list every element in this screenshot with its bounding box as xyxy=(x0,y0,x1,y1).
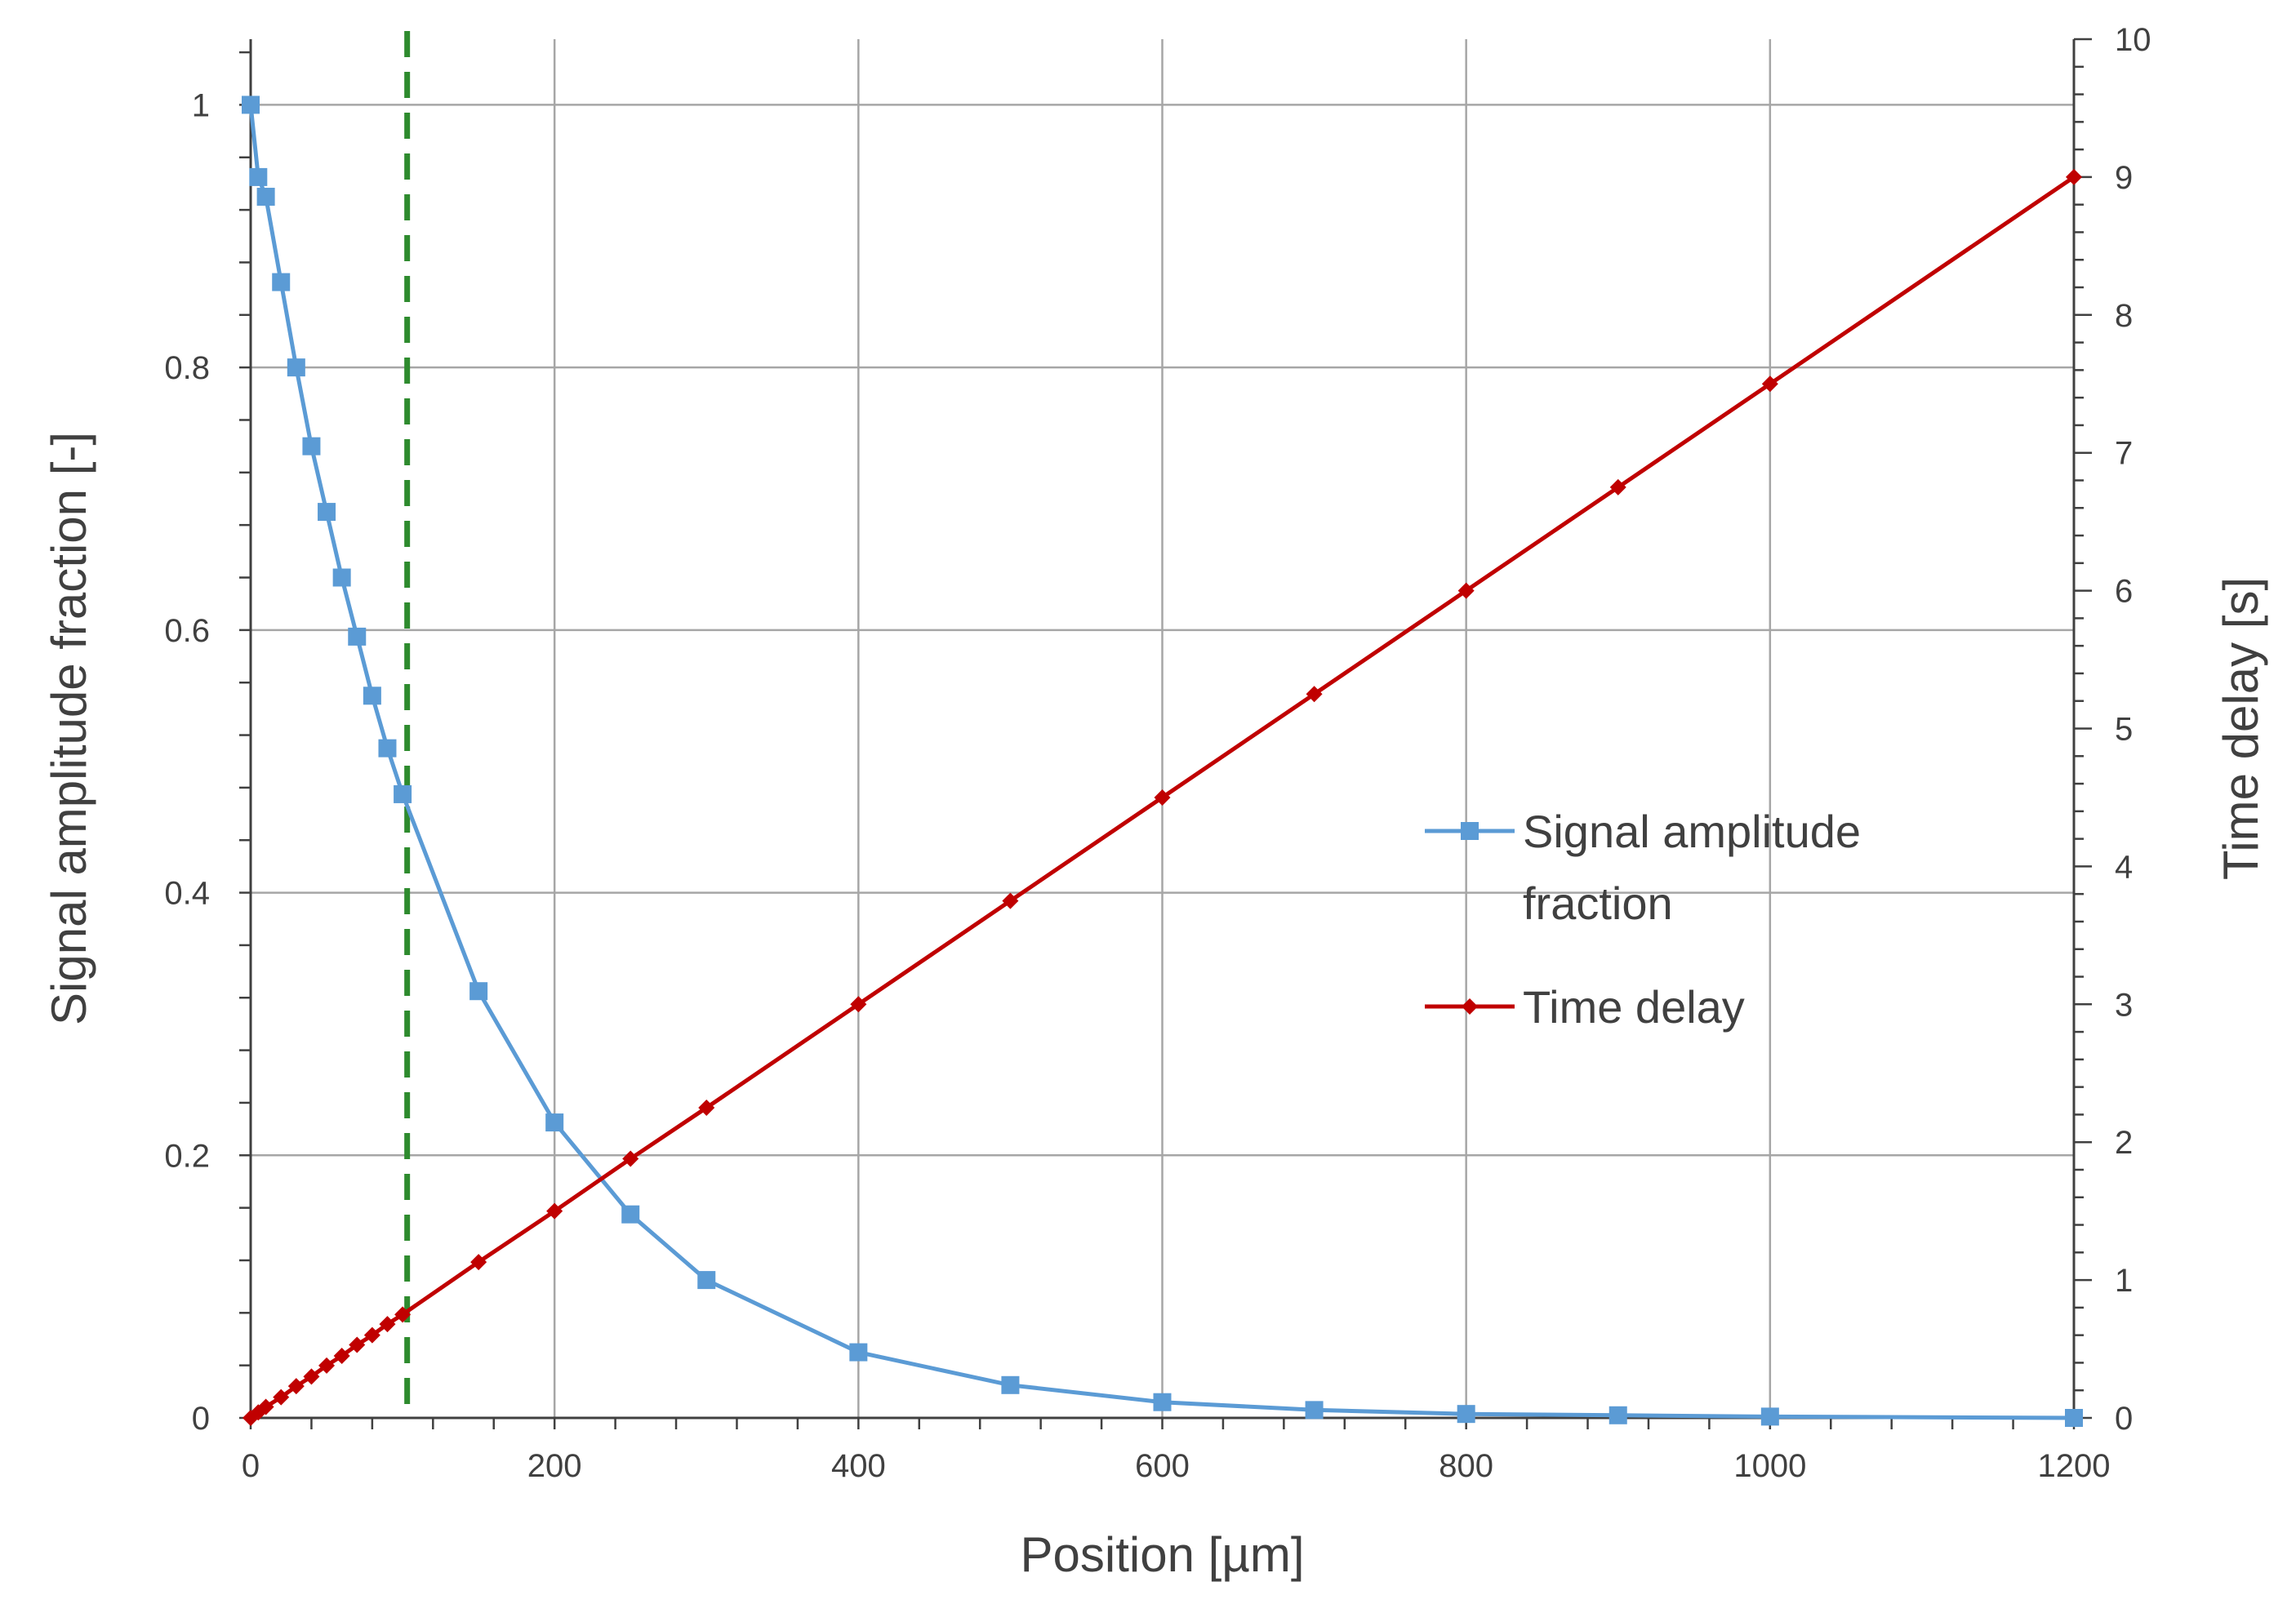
series-line-0 xyxy=(248,104,2075,1420)
y2-tick-label: 5 xyxy=(2115,712,2133,748)
data-point-time-delay xyxy=(546,1202,563,1220)
data-point-amplitude xyxy=(2065,1409,2083,1427)
y2-tick-label: 4 xyxy=(2115,849,2133,885)
legend-marker-diamond xyxy=(1462,998,1478,1015)
legend-label: Time delay xyxy=(1523,981,1745,1033)
data-point-time-delay xyxy=(303,1368,320,1385)
data-point-amplitude xyxy=(1153,1393,1172,1411)
y2-tick-label: 8 xyxy=(2115,298,2133,334)
data-point-amplitude xyxy=(287,358,305,377)
data-point-time-delay xyxy=(1154,789,1171,806)
data-point-time-delay xyxy=(1609,478,1626,495)
data-point-time-delay xyxy=(1002,892,1019,909)
x-axis-title: Position [µm] xyxy=(1020,1527,1304,1582)
data-point-amplitude xyxy=(272,273,291,291)
data-point-amplitude xyxy=(1609,1406,1627,1424)
data-point-time-delay xyxy=(1306,686,1323,703)
x-tick-label: 600 xyxy=(1135,1448,1190,1484)
data-point-time-delay xyxy=(622,1150,639,1167)
data-point-amplitude xyxy=(332,568,351,587)
axes xyxy=(239,38,2092,1429)
data-point-time-delay xyxy=(1761,375,1778,393)
y-tick-label: 0.2 xyxy=(164,1138,210,1174)
data-point-amplitude xyxy=(1760,1407,1779,1426)
y-axis-title: Signal amplitude fraction [-] xyxy=(42,432,96,1025)
data-point-time-delay xyxy=(698,1099,715,1116)
data-point-time-delay xyxy=(349,1336,366,1353)
data-point-amplitude xyxy=(1457,1405,1475,1424)
data-point-time-delay xyxy=(379,1316,396,1333)
legend-label: Signal amplitude xyxy=(1523,806,1861,857)
data-point-time-delay xyxy=(333,1347,350,1364)
legend: Signal amplitude fraction Time delay xyxy=(1425,806,1861,1033)
y2-tick-label: 1 xyxy=(2115,1263,2133,1299)
data-point-time-delay xyxy=(363,1326,380,1344)
data-point-amplitude xyxy=(378,739,397,758)
data-point-amplitude xyxy=(697,1271,716,1290)
data-point-time-delay xyxy=(318,1357,336,1374)
data-point-time-delay xyxy=(273,1389,290,1406)
y-tick-label: 0.8 xyxy=(164,350,210,386)
data-point-amplitude xyxy=(621,1205,640,1224)
data-point-amplitude xyxy=(249,167,268,186)
data-point-amplitude xyxy=(363,687,381,705)
data-point-amplitude xyxy=(1305,1401,1324,1420)
gridlines xyxy=(249,39,2076,1420)
y-tick-label: 0.6 xyxy=(164,613,210,649)
x-tick-label: 800 xyxy=(1439,1448,1493,1484)
x-tick-label: 0 xyxy=(242,1448,260,1484)
data-point-amplitude xyxy=(348,627,367,646)
y2-tick-label: 9 xyxy=(2115,160,2133,196)
y-tick-label: 0 xyxy=(192,1401,210,1437)
data-point-amplitude xyxy=(318,503,336,522)
x-tick-label: 1200 xyxy=(2038,1448,2111,1484)
data-point-amplitude xyxy=(302,437,321,455)
y2-axis-title: Time delay [s] xyxy=(2214,577,2268,880)
data-point-amplitude xyxy=(469,982,488,1001)
y2-tick-label: 6 xyxy=(2115,574,2133,610)
series-group xyxy=(242,96,2083,1427)
legend-marker-square xyxy=(1461,822,1479,840)
x-tick-label: 400 xyxy=(831,1448,886,1484)
legend-label: fraction xyxy=(1523,878,1673,929)
data-point-amplitude xyxy=(1001,1375,1020,1394)
data-point-amplitude xyxy=(242,96,260,114)
tick-labels: 0 200 400 600 800 1000 120000.20.40.60.8101234… xyxy=(164,22,2151,1484)
data-point-time-delay xyxy=(470,1254,487,1271)
data-point-time-delay xyxy=(287,1378,305,1395)
y2-tick-label: 0 xyxy=(2115,1401,2133,1437)
data-point-amplitude xyxy=(545,1113,564,1132)
data-point-time-delay xyxy=(850,996,867,1013)
data-point-amplitude xyxy=(394,784,412,803)
x-tick-label: 200 xyxy=(527,1448,582,1484)
y2-tick-label: 3 xyxy=(2115,987,2133,1023)
y2-tick-label: 10 xyxy=(2115,22,2151,58)
y-tick-label: 0.4 xyxy=(164,876,210,912)
data-point-time-delay xyxy=(2066,168,2082,185)
y2-tick-label: 7 xyxy=(2115,436,2133,472)
x-tick-label: 1000 xyxy=(1733,1448,1806,1484)
data-point-amplitude xyxy=(849,1343,868,1362)
data-point-time-delay xyxy=(1457,582,1475,599)
y2-tick-label: 2 xyxy=(2115,1125,2133,1161)
data-point-amplitude xyxy=(256,188,275,207)
data-point-time-delay xyxy=(257,1398,274,1415)
y-tick-label: 1 xyxy=(192,87,210,123)
data-point-time-delay xyxy=(394,1306,412,1323)
